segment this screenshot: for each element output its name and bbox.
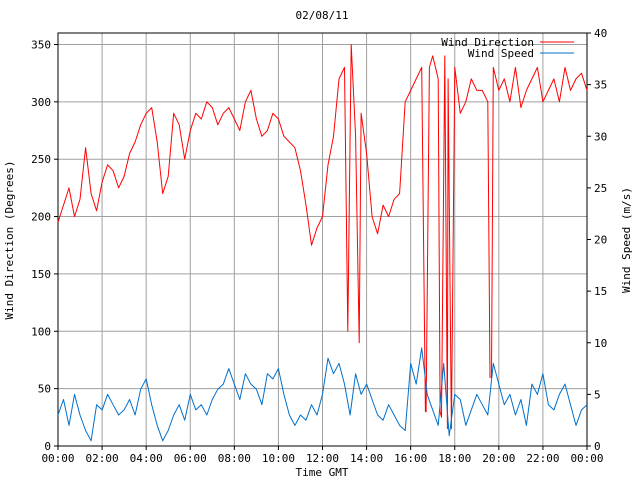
right-tick-label: 15	[594, 285, 607, 298]
left-axis-ticks: 0 50 100 150 200 250 300 350	[31, 38, 58, 453]
x-tick-label: 08:00	[218, 452, 251, 465]
right-tick-label: 25	[594, 182, 607, 195]
left-tick-label: 150	[31, 268, 51, 281]
x-tick-label: 12:00	[306, 452, 339, 465]
left-tick-label: 100	[31, 325, 51, 338]
x-tick-label: 10:00	[262, 452, 295, 465]
right-tick-label: 35	[594, 79, 607, 92]
legend-label-wind-direction: Wind Direction	[441, 36, 534, 49]
x-tick-label: 02:00	[86, 452, 119, 465]
right-tick-label: 10	[594, 337, 607, 350]
legend: Wind Direction Wind Speed	[441, 36, 574, 60]
right-tick-label: 5	[594, 388, 601, 401]
left-tick-label: 200	[31, 211, 51, 224]
series-layer	[57, 44, 588, 442]
y2-axis-label: Wind Speed (m/s)	[620, 187, 633, 293]
right-tick-label: 0	[594, 440, 601, 453]
left-tick-label: 50	[38, 383, 51, 396]
right-axis-ticks: 0 5 10 15 20 25 30 35 40	[587, 27, 607, 453]
right-tick-label: 30	[594, 130, 607, 143]
x-tick-label: 00:00	[570, 452, 603, 465]
legend-label-wind-speed: Wind Speed	[468, 47, 534, 60]
left-tick-label: 300	[31, 96, 51, 109]
x-tick-label: 00:00	[41, 452, 74, 465]
x-tick-label: 18:00	[438, 452, 471, 465]
x-tick-label: 22:00	[526, 452, 559, 465]
x-axis-ticks: 00:00 02:00 04:00 06:00 08:00 10:00 12:00 14:00…	[41, 446, 604, 465]
x-tick-label: 16:00	[394, 452, 427, 465]
series-line-wind-direction	[57, 44, 588, 430]
x-tick-label: 14:00	[350, 452, 383, 465]
x-axis-label: Time GMT	[296, 466, 349, 479]
chart-title: 02/08/11	[296, 9, 349, 22]
x-tick-label: 06:00	[174, 452, 207, 465]
left-tick-label: 0	[44, 440, 51, 453]
x-tick-label: 04:00	[130, 452, 163, 465]
left-tick-label: 250	[31, 153, 51, 166]
left-tick-label: 350	[31, 38, 51, 51]
x-tick-label: 20:00	[482, 452, 515, 465]
y-axis-label: Wind Direction (Degrees)	[3, 161, 16, 320]
right-tick-label: 40	[594, 27, 607, 40]
series-line-wind-speed	[57, 347, 588, 442]
right-tick-label: 20	[594, 234, 607, 247]
